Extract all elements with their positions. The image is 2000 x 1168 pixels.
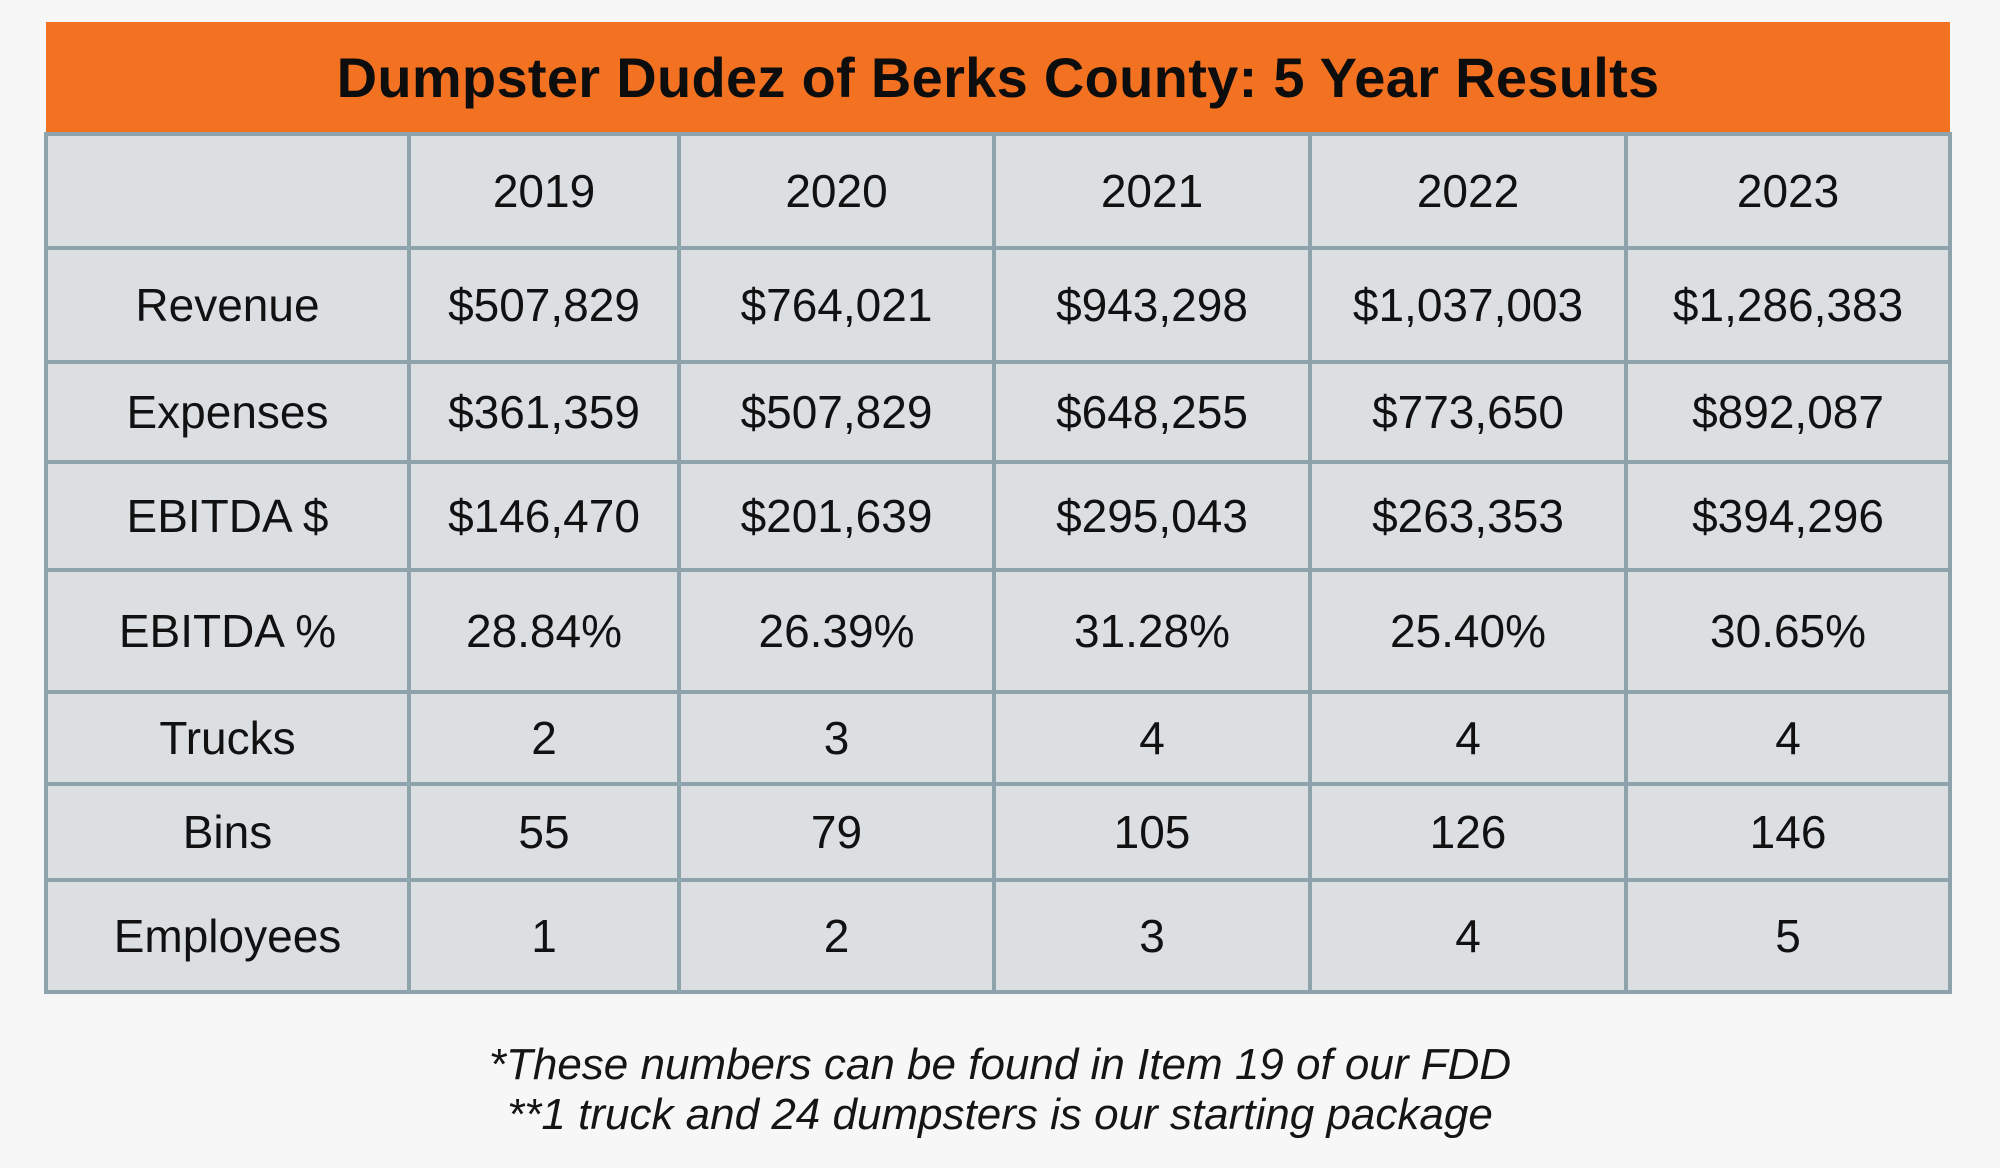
year-header-row: 2019 2020 2021 2022 2023 [44, 132, 1953, 250]
year-header-2023: 2023 [1623, 132, 1953, 250]
table-cell: 1 [407, 878, 681, 994]
table-row-ebitda-percent: EBITDA % 28.84% 26.39% 31.28% 25.40% 30.… [44, 568, 1953, 694]
table-cell: 55 [407, 782, 681, 882]
table-cell: $1,037,003 [1308, 246, 1628, 364]
table-cell: 5 [1623, 878, 1953, 994]
table-cell: 4 [1308, 878, 1628, 994]
year-header-2020: 2020 [677, 132, 996, 250]
table-cell: $764,021 [677, 246, 996, 364]
table-cell: $1,286,383 [1623, 246, 1953, 364]
table-cell: 146 [1623, 782, 1953, 882]
header-corner-cell [44, 132, 411, 250]
table-cell: 28.84% [407, 568, 681, 694]
year-header-2019: 2019 [407, 132, 681, 250]
year-header-2022: 2022 [1308, 132, 1628, 250]
table-cell: 79 [677, 782, 996, 882]
table-cell: $943,298 [992, 246, 1312, 364]
table-cell: 4 [1623, 690, 1953, 786]
footnote-starting-package: **1 truck and 24 dumpsters is our starti… [507, 1090, 1493, 1139]
table-cell: 4 [1308, 690, 1628, 786]
table-row-employees: Employees 1 2 3 4 5 [44, 878, 1953, 994]
table-row-trucks: Trucks 2 3 4 4 4 [44, 690, 1953, 786]
table-cell: 25.40% [1308, 568, 1628, 694]
table-cell: 126 [1308, 782, 1628, 882]
table-cell: $507,829 [677, 360, 996, 464]
footnote-item-19: *These numbers can be found in Item 19 o… [488, 1040, 1512, 1089]
table-cell: 2 [677, 878, 996, 994]
table-cell: 105 [992, 782, 1312, 882]
row-label: EBITDA $ [44, 460, 411, 572]
row-label: Employees [44, 878, 411, 994]
table-row-expenses: Expenses $361,359 $507,829 $648,255 $773… [44, 360, 1953, 464]
results-table: Dumpster Dudez of Berks County: 5 Year R… [44, 22, 1953, 994]
table-cell: $361,359 [407, 360, 681, 464]
table-row-bins: Bins 55 79 105 126 146 [44, 782, 1953, 882]
table-cell: $263,353 [1308, 460, 1628, 572]
table-row-ebitda-dollars: EBITDA $ $146,470 $201,639 $295,043 $263… [44, 460, 1953, 572]
table-cell: $146,470 [407, 460, 681, 572]
table-cell: 3 [992, 878, 1312, 994]
table-cell: $295,043 [992, 460, 1312, 572]
table-cell: $892,087 [1623, 360, 1953, 464]
row-label: Trucks [44, 690, 411, 786]
footnotes: *These numbers can be found in Item 19 o… [0, 1040, 2000, 1140]
table-row-revenue: Revenue $507,829 $764,021 $943,298 $1,03… [44, 246, 1953, 364]
row-label: Revenue [44, 246, 411, 364]
table-cell: 26.39% [677, 568, 996, 694]
title-row: Dumpster Dudez of Berks County: 5 Year R… [46, 22, 1951, 134]
table-cell: 30.65% [1623, 568, 1953, 694]
year-header-2021: 2021 [992, 132, 1312, 250]
table-cell: $773,650 [1308, 360, 1628, 464]
row-label: Bins [44, 782, 411, 882]
table-cell: 31.28% [992, 568, 1312, 694]
row-label: EBITDA % [44, 568, 411, 694]
table-cell: $394,296 [1623, 460, 1953, 572]
table-cell: 4 [992, 690, 1312, 786]
table-cell: $201,639 [677, 460, 996, 572]
row-label: Expenses [44, 360, 411, 464]
table-title: Dumpster Dudez of Berks County: 5 Year R… [46, 22, 1951, 134]
table-cell: $648,255 [992, 360, 1312, 464]
table-cell: $507,829 [407, 246, 681, 364]
table-cell: 2 [407, 690, 681, 786]
table-cell: 3 [677, 690, 996, 786]
